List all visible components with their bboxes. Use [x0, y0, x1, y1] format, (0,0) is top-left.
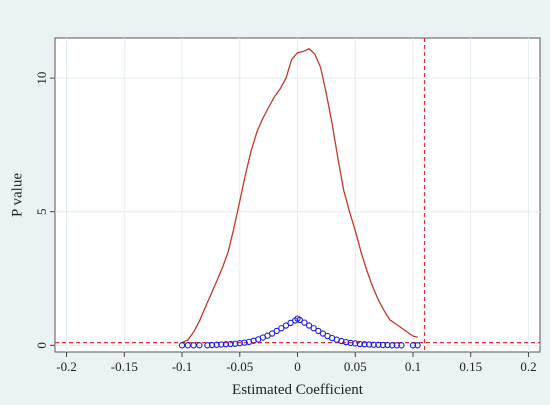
p-value-marker — [398, 342, 405, 349]
p-value-marker — [409, 342, 417, 349]
x-tick-label: -0.15 — [111, 359, 138, 374]
grid-lines — [55, 38, 540, 352]
p-value-marker — [190, 342, 197, 349]
x-tick-label: 0.05 — [344, 359, 367, 374]
p-value-marker — [356, 340, 364, 348]
p-value-marker — [370, 341, 377, 348]
p-value-marker — [414, 342, 421, 349]
x-tick-label: -0.1 — [172, 359, 193, 374]
p-value-marker — [278, 325, 285, 332]
x-tick-label: -0.2 — [56, 359, 77, 374]
p-value-marker — [305, 322, 313, 329]
y-tick-label: 0 — [34, 342, 49, 349]
p-value-marker — [213, 341, 220, 348]
reference-lines — [55, 38, 540, 352]
p-value-marker — [384, 341, 391, 349]
y-tick-label: 10 — [34, 72, 49, 85]
p-value-marker — [196, 342, 203, 349]
series-layer — [178, 47, 421, 349]
p-value-marker — [268, 330, 276, 337]
p-value-marker — [393, 342, 400, 349]
p-value-marker — [208, 341, 216, 349]
x-axis-title: Estimated Coefficient — [232, 382, 364, 398]
p-value-marker — [365, 341, 373, 348]
p-value-marker — [227, 340, 234, 348]
p-value-marker — [204, 342, 211, 349]
p-value-marker — [375, 341, 382, 348]
p-value-marker — [178, 342, 186, 349]
p-value-marker — [218, 341, 225, 348]
p-value-marker — [361, 341, 368, 348]
p-value-marker — [389, 342, 396, 349]
p-value-marker — [184, 342, 191, 349]
x-tick-label: -0.05 — [226, 359, 253, 374]
p-value-marker — [222, 341, 230, 348]
axes: -0.2 -0.15 -0.1 -0.05 0 0.05 0.1 0.15 0.2 0 5 10 — [34, 72, 537, 374]
x-tick-label: 0 — [294, 359, 301, 374]
p-value-marker — [296, 316, 303, 324]
p-value-marker — [282, 322, 290, 329]
x-tick-label: 0.1 — [405, 359, 421, 374]
y-tick-label: 5 — [34, 208, 49, 215]
p-value-marker — [273, 327, 280, 335]
p-value-marker — [315, 327, 322, 335]
p-value-marker — [301, 319, 308, 326]
x-tick-label: 0.2 — [520, 359, 536, 374]
x-tick-label: 0.15 — [459, 359, 482, 374]
p-value-marker — [379, 341, 387, 349]
density-line — [181, 47, 418, 344]
y-axis-title: P value — [9, 173, 25, 217]
p-value-marker — [310, 325, 317, 332]
